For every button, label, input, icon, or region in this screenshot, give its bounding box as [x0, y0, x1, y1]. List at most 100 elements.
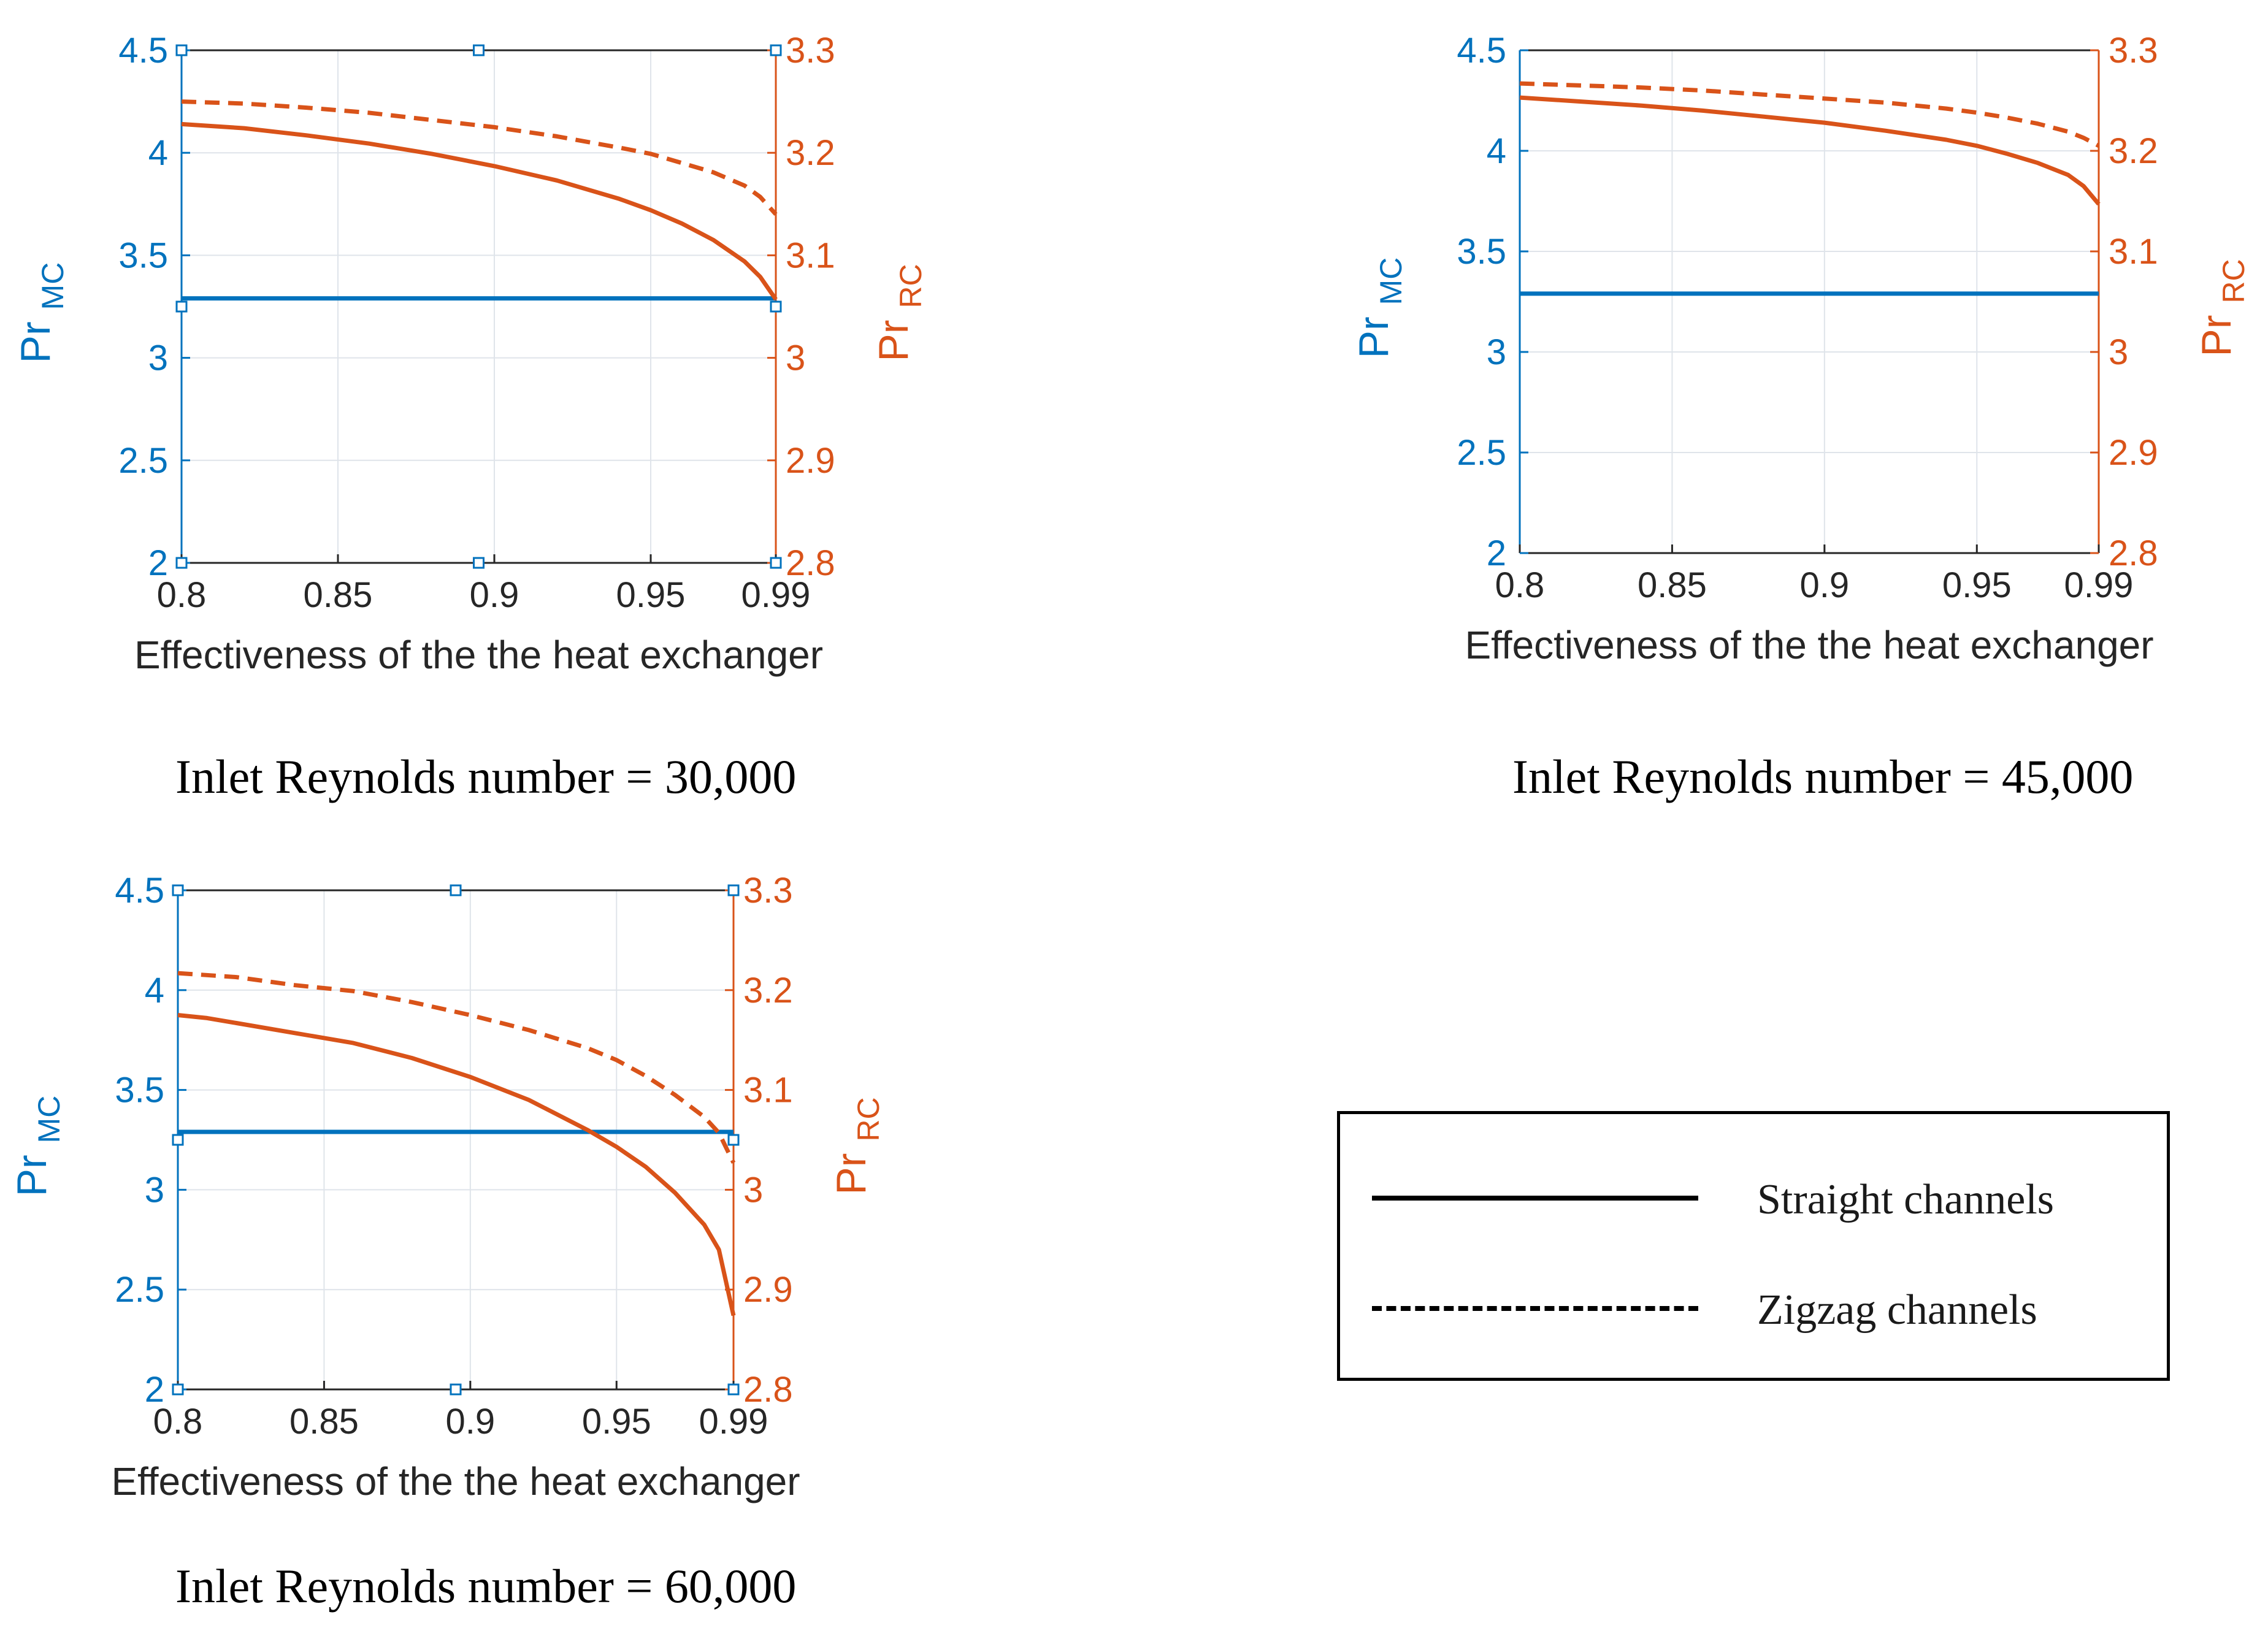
x-axis-label: Effectiveness of the the heat exchanger [111, 1459, 800, 1503]
legend-solid-line-swatch [1372, 1196, 1698, 1201]
left-y-tick-label: 4.5 [115, 871, 164, 911]
right-y-axis-label-sub: RC [851, 1097, 886, 1141]
selection-handle [727, 884, 740, 896]
left-y-tick-label: 3.5 [118, 235, 168, 275]
x-axis-label: Effectiveness of the the heat exchanger [1465, 623, 2153, 667]
right-y-axis-label: Pr RC [2193, 259, 2251, 356]
caption-re-30000: Inlet Reynolds number = 30,000 [175, 750, 797, 803]
left-y-tick-label: 2.5 [118, 441, 168, 481]
right-y-tick-label: 3 [743, 1170, 763, 1210]
left-y-tick-label: 3 [148, 338, 168, 378]
x-tick-label: 0.85 [1638, 565, 1707, 605]
left-y-tick-label: 2.5 [1457, 433, 1506, 473]
x-tick-label: 0.9 [1800, 565, 1850, 605]
selection-handle [175, 557, 188, 569]
x-tick-label: 0.99 [699, 1402, 768, 1442]
left-y-tick-label: 2 [148, 543, 168, 583]
right-y-tick-label: 3.1 [743, 1071, 793, 1110]
left-y-tick-label: 3 [145, 1170, 164, 1210]
selection-handle [473, 44, 485, 56]
chart-re-60000: 0.8 0.85 0.9 0.95 0.99 2 2.5 3 3.5 4 4.5 2.8 2.9 3 3.1… [9, 871, 886, 1503]
right-y-tick-label: 2.9 [786, 441, 835, 481]
chart-re-30000: 0.8 0.85 0.9 0.95 0.99 2 2.5 3 3.5 4 4.5 2.8 2.9 3 3.1… [12, 31, 928, 677]
left-y-axis-label-sub: MC [36, 262, 70, 310]
x-tick-label: 0.99 [2064, 565, 2134, 605]
left-y-tick-label: 4 [148, 133, 168, 173]
selection-handle [175, 44, 188, 56]
left-y-axis-label-main: Pr [1350, 305, 1397, 358]
selection-handle [727, 1134, 740, 1146]
left-y-axis-label: Pr MC [9, 1096, 66, 1197]
left-y-axis-label: Pr MC [1350, 258, 1408, 359]
right-y-tick-label: 3.3 [743, 871, 793, 911]
selection-handle [450, 1383, 462, 1396]
right-y-tick-label: 2.8 [786, 543, 835, 583]
right-y-axis-label-sub: RC [894, 264, 928, 308]
selection-handle [770, 557, 782, 569]
selection-handle [727, 1383, 740, 1396]
series-pr-rc-zigzag-line [177, 971, 736, 1164]
right-y-tick-label: 3.2 [743, 971, 793, 1010]
left-y-tick-label: 3.5 [1457, 232, 1506, 272]
right-y-tick-label: 2.8 [743, 1370, 793, 1410]
left-y-tick-label: 3 [1487, 332, 1506, 372]
legend-item-zigzag: Zigzag channels [1340, 1278, 2167, 1340]
left-y-axis-label-main: Pr [12, 310, 59, 363]
right-y-tick-label: 2.9 [743, 1270, 793, 1310]
right-y-tick-label: 3.1 [2109, 232, 2158, 272]
right-y-tick-label: 3.3 [2109, 31, 2158, 71]
series-pr-rc-zigzag-line [1519, 81, 2100, 148]
selection-handle [172, 1134, 184, 1146]
legend: Straight channels Zigzag channels [1337, 1111, 2170, 1381]
x-tick-label: 0.95 [582, 1402, 651, 1442]
right-y-tick-label: 3 [786, 338, 805, 378]
selection-handle [450, 884, 462, 896]
right-y-axis-label-main: Pr [2193, 304, 2240, 357]
left-y-tick-label: 2 [1487, 533, 1506, 573]
x-tick-label: 0.85 [304, 575, 373, 615]
x-tick-label: 0.9 [446, 1402, 496, 1442]
left-y-tick-label: 2 [145, 1370, 164, 1410]
x-tick-label: 0.8 [157, 575, 207, 615]
x-tick-label: 0.95 [616, 575, 686, 615]
left-y-axis-label-sub: MC [1374, 258, 1408, 305]
right-y-tick-label: 3.2 [786, 133, 835, 173]
x-tick-label: 0.99 [741, 575, 811, 615]
x-tick-label: 0.85 [289, 1402, 359, 1442]
left-y-axis-label-sub: MC [32, 1096, 66, 1144]
selection-handle [770, 300, 782, 313]
legend-item-straight: Straight channels [1340, 1168, 2167, 1229]
selection-handle [172, 1383, 184, 1396]
left-y-axis-label-main: Pr [9, 1143, 55, 1196]
right-y-axis-label-main: Pr [828, 1142, 875, 1195]
left-y-tick-label: 4 [145, 971, 164, 1010]
selection-handle [473, 557, 485, 569]
x-tick-label: 0.8 [1495, 565, 1545, 605]
series-pr-rc-straight-line [181, 121, 778, 301]
selection-handle [175, 300, 188, 313]
right-y-tick-label: 3 [2109, 332, 2128, 372]
right-y-tick-label: 3.1 [786, 235, 835, 275]
right-y-axis-label-sub: RC [2216, 259, 2251, 303]
legend-label-zigzag: Zigzag channels [1757, 1286, 2037, 1334]
caption-re-60000: Inlet Reynolds number = 60,000 [175, 1559, 797, 1613]
x-tick-label: 0.9 [470, 575, 519, 615]
legend-label-straight: Straight channels [1757, 1176, 2055, 1223]
caption-re-45000: Inlet Reynolds number = 45,000 [1512, 750, 2134, 803]
left-y-axis-label: Pr MC [12, 262, 70, 364]
series-pr-rc-zigzag-line [181, 99, 778, 216]
right-y-tick-label: 2.8 [2109, 533, 2158, 573]
series-pr-rc-straight-line [177, 1013, 736, 1316]
left-y-tick-label: 3.5 [115, 1071, 164, 1110]
left-y-tick-label: 2.5 [115, 1270, 164, 1310]
right-y-axis-label: Pr RC [870, 264, 928, 361]
right-y-axis-label-main: Pr [870, 308, 917, 362]
x-axis-label: Effectiveness of the the heat exchanger [134, 633, 823, 677]
left-y-tick-label: 4 [1487, 131, 1506, 171]
right-y-tick-label: 3.2 [2109, 131, 2158, 171]
x-tick-label: 0.95 [1942, 565, 2012, 605]
legend-dashed-line-swatch [1372, 1306, 1698, 1311]
chart-re-45000: 0.8 0.85 0.9 0.95 0.99 2 2.5 3 3.5 4 4.5 2.8 2.9 3 3.1… [1350, 31, 2251, 667]
